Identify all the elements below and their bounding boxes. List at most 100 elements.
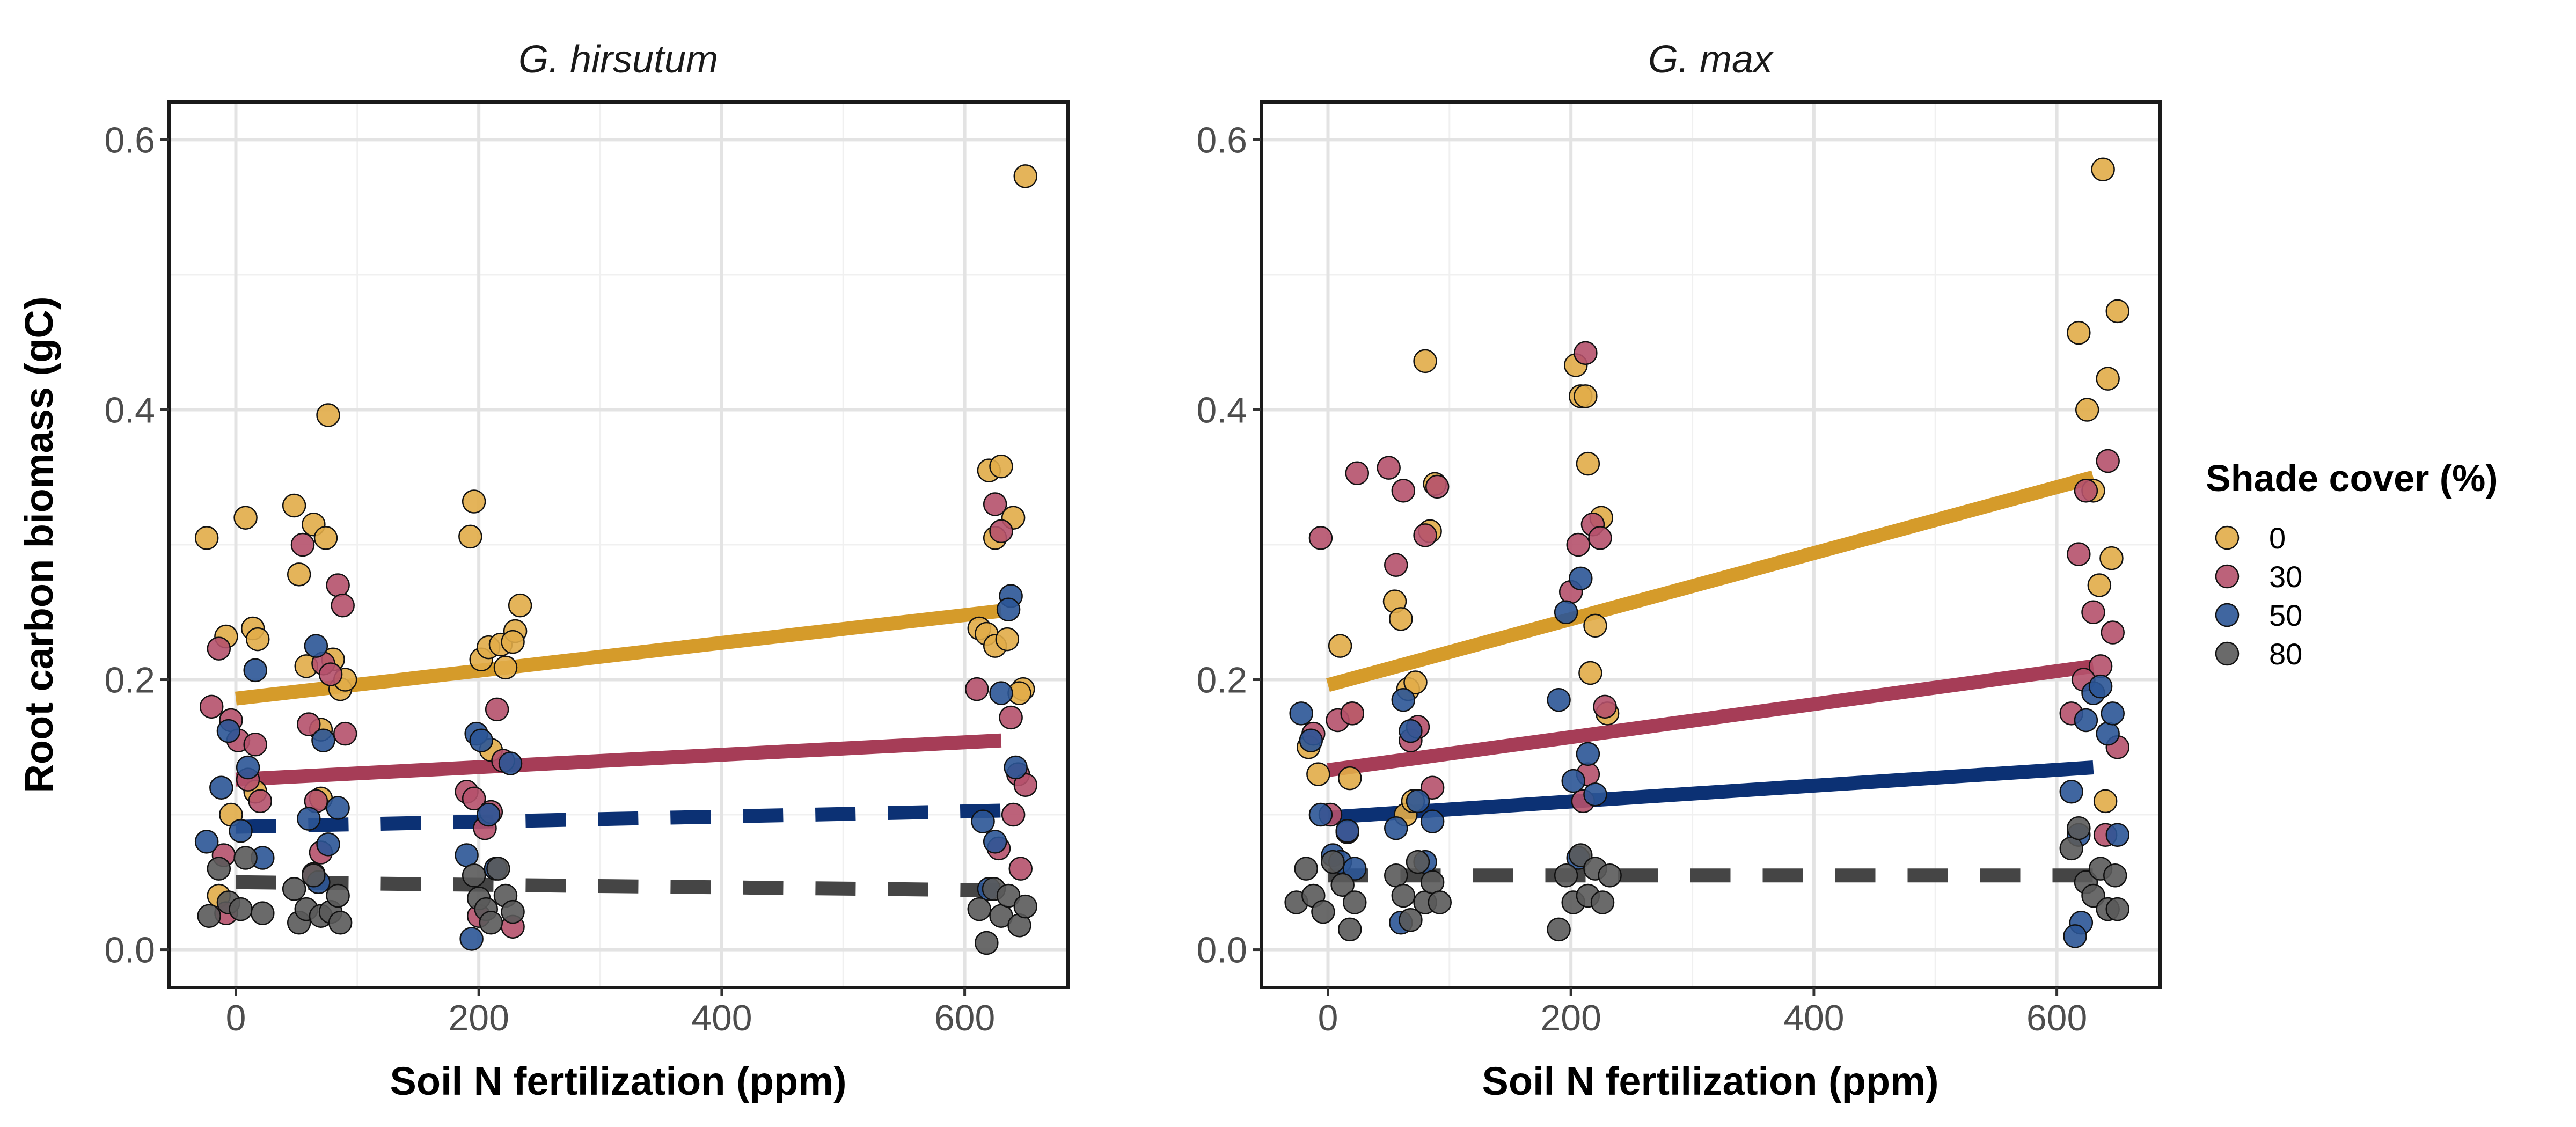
data-point — [251, 901, 275, 925]
point-series-shade-50 — [194, 584, 1028, 951]
data-point — [287, 562, 311, 587]
data-point — [297, 807, 321, 831]
y-tick-label: 0.0 — [1196, 930, 1247, 971]
data-point — [486, 857, 510, 881]
data-point — [1403, 670, 1428, 694]
panel-g-max: 0 200 400 600 0.0 0.2 0.4 0.6 G. max Soil N fer… — [1196, 38, 2162, 1103]
fit-lines — [1326, 470, 2095, 883]
data-point — [1406, 850, 1430, 874]
data-point — [485, 697, 509, 722]
data-point — [1306, 762, 1330, 786]
data-point — [995, 627, 1020, 652]
data-point — [2103, 863, 2127, 888]
legend-key — [2215, 564, 2240, 589]
data-point — [2096, 367, 2120, 391]
x-tick-label: 400 — [1783, 998, 1844, 1038]
data-point — [302, 863, 326, 888]
x-axis-title: Soil N fertilization (ppm) — [390, 1059, 847, 1103]
data-point — [1428, 890, 1452, 914]
data-point — [233, 506, 258, 530]
data-point — [1583, 782, 1607, 807]
panel-border — [167, 100, 1070, 989]
x-tick-label: 200 — [448, 998, 509, 1038]
fit-line-shade-50 — [1327, 760, 2094, 825]
x-tick-label: 600 — [934, 998, 995, 1038]
y-tick-label: 0.4 — [104, 390, 155, 430]
legend-label: 30 — [2269, 560, 2302, 594]
legend-entry: 30 — [2215, 560, 2302, 594]
data-point — [1335, 818, 1359, 843]
data-point — [971, 809, 995, 833]
data-point — [1389, 607, 1413, 631]
data-points — [1284, 157, 2130, 948]
axis-ticks: 0 200 400 600 0.0 0.2 0.4 0.6 — [1196, 120, 2087, 1038]
data-point — [1328, 634, 1352, 658]
data-point — [2059, 780, 2084, 804]
legend-entries: 0 30 50 80 — [2215, 521, 2302, 671]
data-point — [1547, 688, 1571, 712]
y-tick-label: 0.4 — [1196, 390, 1247, 430]
data-point — [1294, 857, 1318, 881]
data-point — [311, 728, 335, 752]
data-point — [282, 493, 306, 518]
data-point — [229, 897, 253, 921]
data-point — [1013, 164, 1038, 188]
data-point — [455, 843, 479, 867]
data-point — [2099, 546, 2124, 570]
data-point — [1391, 688, 1416, 712]
x-tick-label: 600 — [2026, 998, 2087, 1038]
point-series-shade-80 — [197, 846, 1038, 955]
data-point — [233, 846, 258, 870]
data-point — [207, 857, 231, 881]
data-point — [290, 532, 315, 557]
data-point — [493, 655, 518, 680]
data-point — [1561, 769, 1585, 793]
data-point — [1384, 863, 1408, 888]
data-point — [462, 863, 486, 888]
data-point — [2067, 816, 2091, 840]
data-point — [209, 775, 233, 800]
data-point — [498, 751, 523, 775]
data-point — [1308, 802, 1333, 827]
data-point — [1554, 863, 1578, 888]
data-point — [1343, 890, 1367, 914]
data-point — [1593, 694, 1617, 719]
data-point — [2093, 789, 2118, 814]
data-point — [316, 403, 340, 427]
data-point — [1330, 873, 1355, 897]
data-point — [326, 883, 350, 908]
data-point — [2096, 449, 2120, 473]
data-point — [1399, 719, 1423, 743]
data-point — [2088, 674, 2113, 699]
fit-line-shade-80 — [236, 875, 1001, 897]
data-point — [1576, 451, 1600, 476]
data-point — [1569, 566, 1593, 591]
data-point — [2105, 299, 2130, 324]
x-tick-label: 400 — [691, 998, 752, 1038]
legend: Shade cover (%) 0 30 50 80 — [2206, 457, 2498, 671]
data-point — [326, 796, 350, 820]
data-point — [313, 526, 338, 550]
data-point — [2087, 573, 2112, 597]
data-point — [2075, 398, 2099, 422]
data-point — [1391, 479, 1416, 503]
fit-line-shade-0 — [1326, 470, 2095, 692]
y-tick-label: 0.2 — [1196, 660, 1247, 701]
data-point — [1337, 917, 1362, 942]
point-series-shade-30 — [199, 492, 1038, 939]
data-point — [2059, 836, 2084, 861]
data-point — [479, 911, 503, 935]
data-point — [1337, 766, 1362, 791]
y-tick-label: 0.6 — [1196, 120, 1247, 160]
data-point — [1311, 899, 1335, 924]
data-point — [1554, 600, 1578, 625]
data-point — [248, 789, 273, 814]
data-point — [1384, 816, 1408, 840]
fit-line-shade-0 — [235, 604, 1002, 706]
data-point — [304, 634, 328, 658]
data-point — [1391, 883, 1416, 908]
panel-g-hirsutum: 0 200 400 600 0.0 0.2 0.4 0.6 G. hirsutum Soil … — [104, 38, 1070, 1103]
data-point — [1008, 857, 1033, 881]
point-series-shade-0 — [194, 164, 1038, 908]
fit-line-shade-50 — [236, 803, 1001, 834]
